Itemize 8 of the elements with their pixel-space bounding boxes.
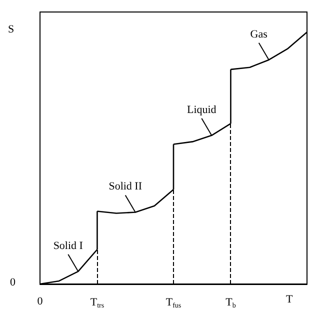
y-axis-title: S (8, 24, 14, 36)
series-label: Gas (250, 28, 268, 40)
series-label: Liquid (186, 104, 217, 116)
x-tick-label: 0 (37, 296, 44, 308)
series-label: Solid I (53, 240, 84, 252)
x-axis-title: T (286, 294, 293, 306)
series-label: Solid II (108, 180, 142, 193)
text: 0 (10, 276, 16, 288)
